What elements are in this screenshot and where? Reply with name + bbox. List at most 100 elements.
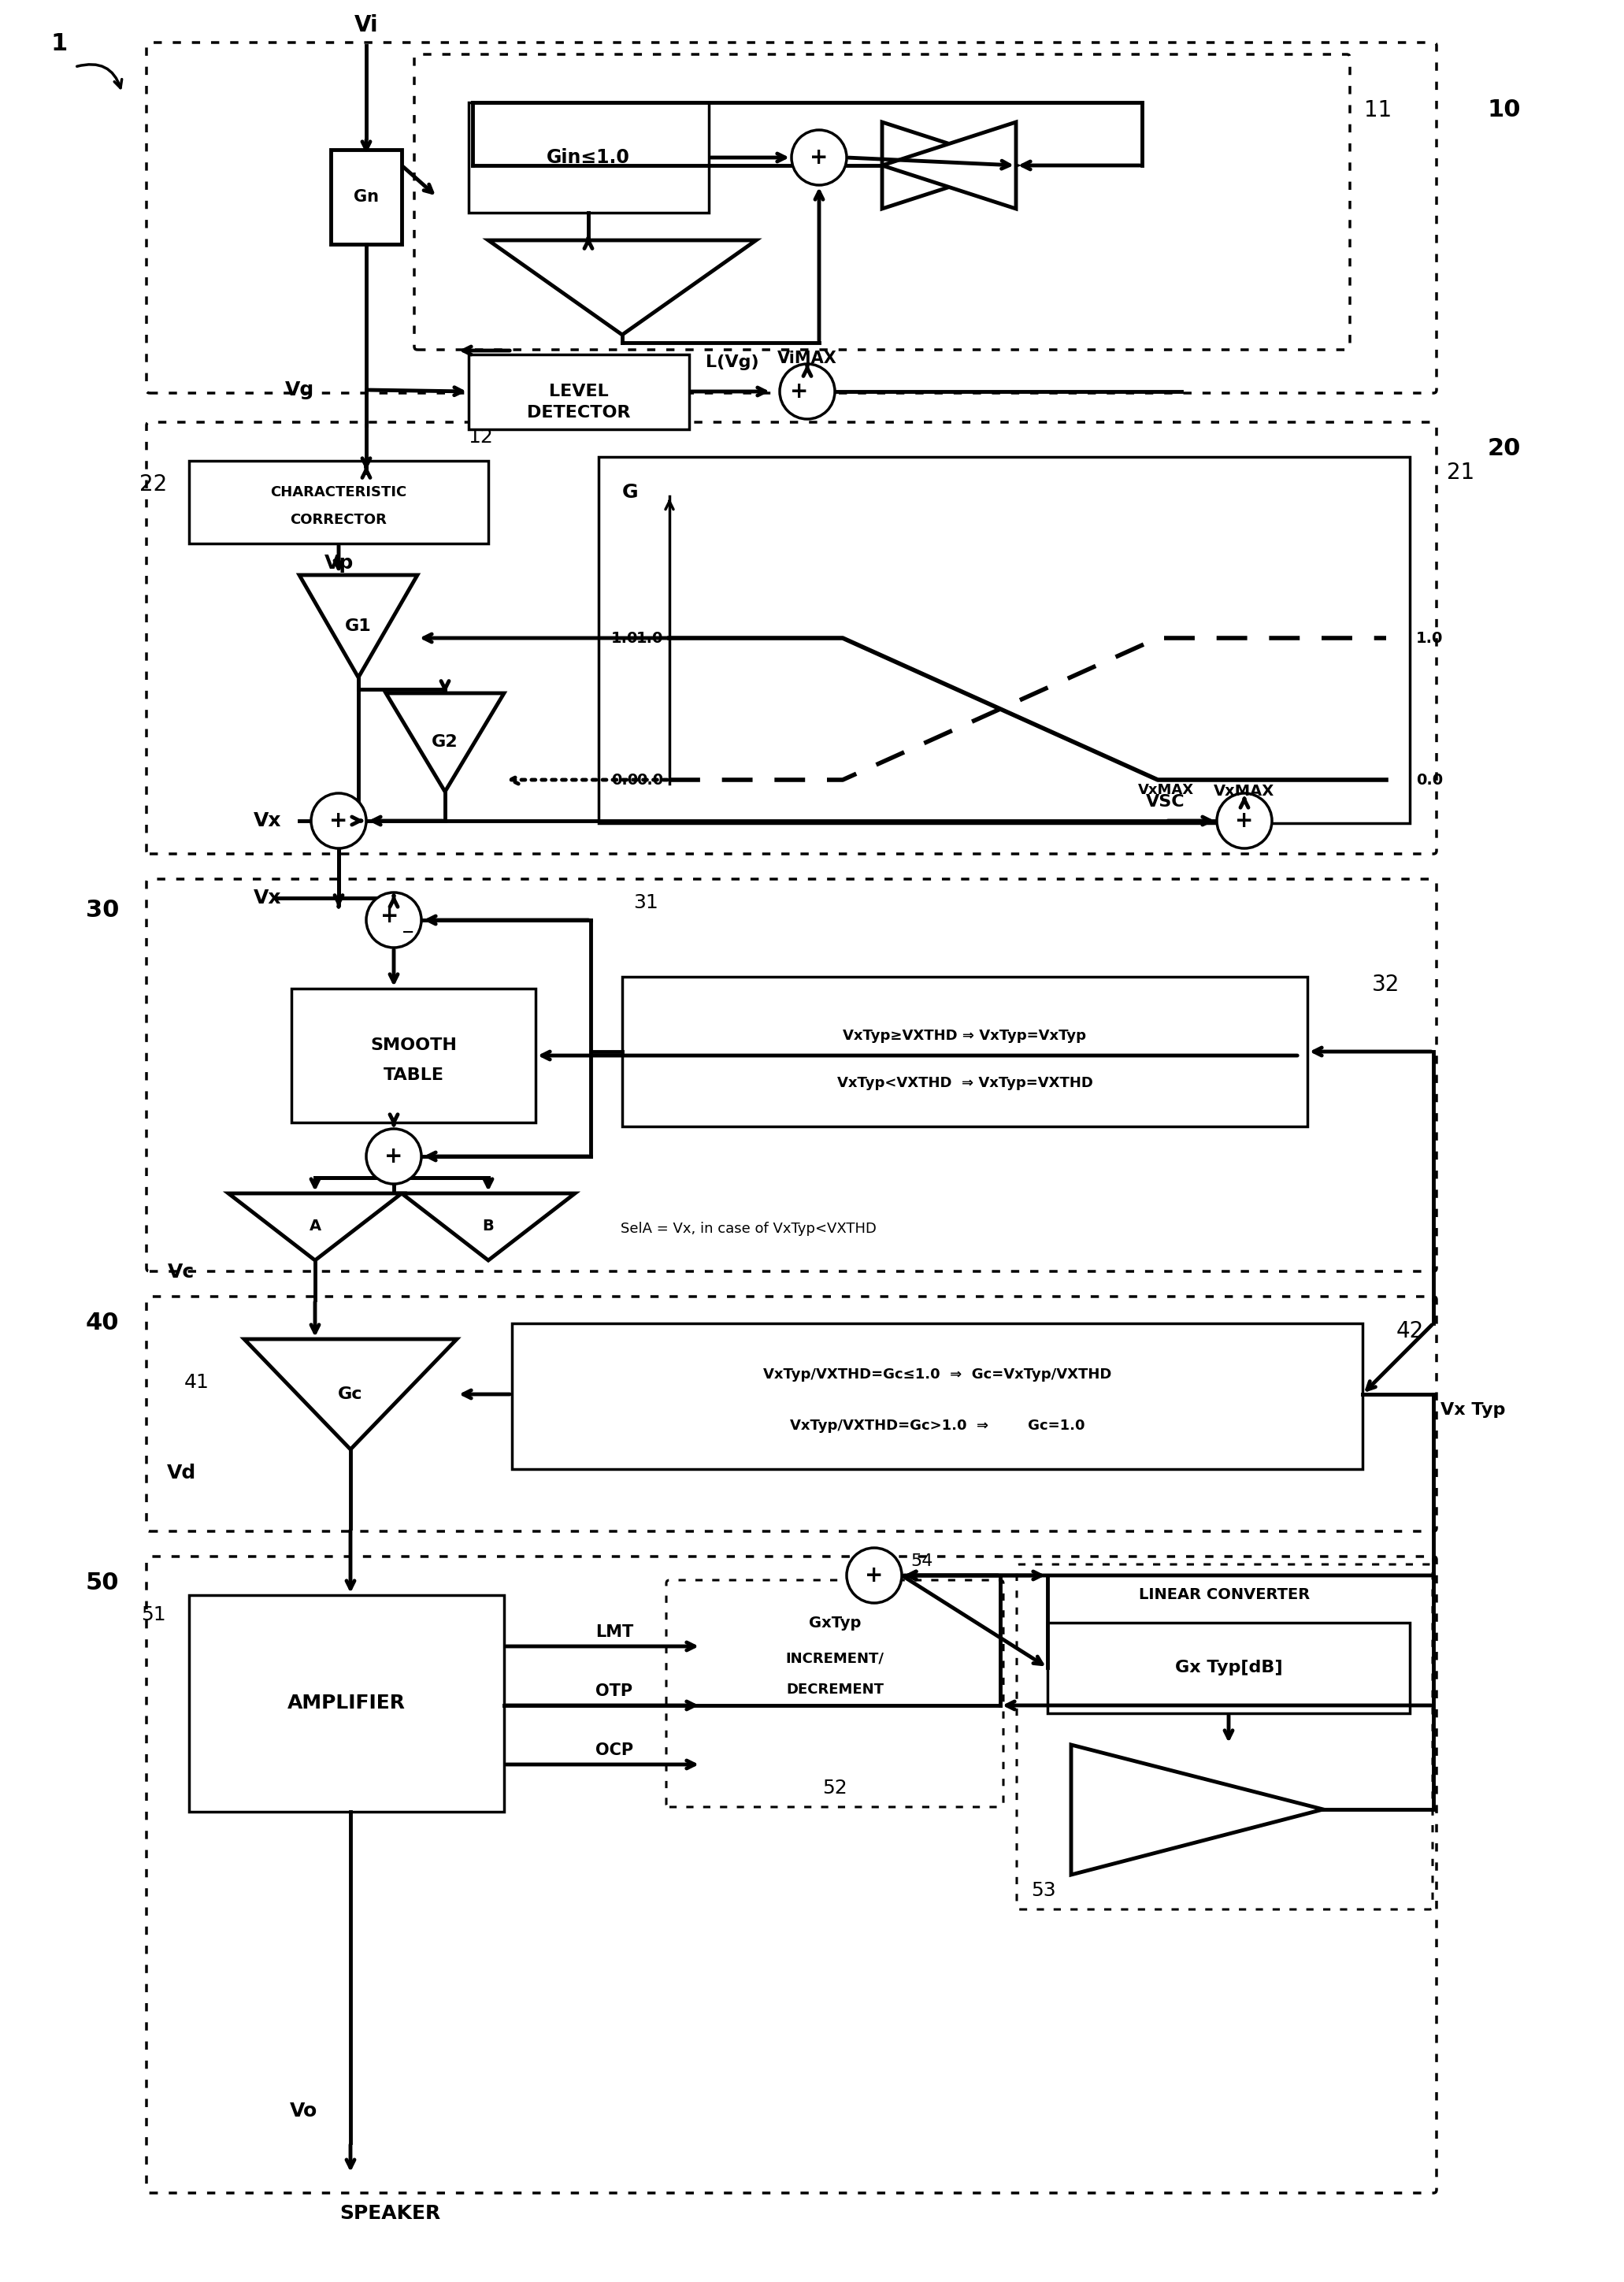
Text: −: − xyxy=(401,924,414,940)
Text: VxTyp/VXTHD=Gc>1.0  ⇒        Gc=1.0: VxTyp/VXTHD=Gc>1.0 ⇒ Gc=1.0 xyxy=(789,1419,1085,1433)
FancyBboxPatch shape xyxy=(1017,1565,1432,1910)
FancyBboxPatch shape xyxy=(146,1556,1437,2193)
Text: 53: 53 xyxy=(1031,1880,1056,1901)
Text: 42: 42 xyxy=(1397,1321,1424,1342)
Text: Vi: Vi xyxy=(354,14,378,37)
Polygon shape xyxy=(401,1193,575,1260)
Text: ViMAX: ViMAX xyxy=(778,351,836,367)
Text: Gin≤1.0: Gin≤1.0 xyxy=(547,148,630,167)
Bar xyxy=(469,354,689,429)
Bar xyxy=(622,977,1307,1127)
FancyArrowPatch shape xyxy=(76,64,122,89)
Text: 52: 52 xyxy=(822,1778,848,1798)
Polygon shape xyxy=(387,694,503,792)
Text: 10: 10 xyxy=(1488,98,1522,121)
Text: 0.0: 0.0 xyxy=(1416,771,1444,787)
Text: 32: 32 xyxy=(1372,974,1400,995)
Text: 31: 31 xyxy=(633,892,658,913)
Text: Vx: Vx xyxy=(253,812,281,831)
Polygon shape xyxy=(244,1340,456,1449)
Text: 50: 50 xyxy=(86,1572,119,1595)
Text: 1.0: 1.0 xyxy=(637,630,663,646)
Text: 0.0: 0.0 xyxy=(611,771,638,787)
Text: 41: 41 xyxy=(185,1374,209,1392)
Text: VSC: VSC xyxy=(1147,794,1186,810)
Text: Vc: Vc xyxy=(167,1262,195,1282)
Text: +: + xyxy=(380,906,400,926)
Text: Gx Typ[dB]: Gx Typ[dB] xyxy=(1174,1659,1283,1675)
Text: G: G xyxy=(622,484,638,502)
Bar xyxy=(188,1595,503,1812)
Text: DETECTOR: DETECTOR xyxy=(528,404,630,420)
Text: 40: 40 xyxy=(86,1312,119,1335)
Text: 0.0: 0.0 xyxy=(637,771,663,787)
Text: VxMAX: VxMAX xyxy=(1138,783,1194,796)
Polygon shape xyxy=(489,240,757,335)
Text: 54: 54 xyxy=(911,1554,932,1570)
Text: 51: 51 xyxy=(141,1604,166,1625)
Polygon shape xyxy=(1072,1746,1324,1876)
Circle shape xyxy=(791,130,846,185)
Text: +: + xyxy=(866,1565,883,1586)
FancyBboxPatch shape xyxy=(146,422,1437,853)
Polygon shape xyxy=(229,1193,401,1260)
Text: 20: 20 xyxy=(1488,438,1522,461)
Text: +: + xyxy=(810,146,828,169)
Text: Vo: Vo xyxy=(289,2102,317,2120)
Text: 1.0: 1.0 xyxy=(1416,630,1444,646)
Circle shape xyxy=(846,1547,901,1602)
Bar xyxy=(188,461,489,543)
FancyBboxPatch shape xyxy=(146,879,1437,1271)
Text: DECREMENT: DECREMENT xyxy=(786,1682,883,1698)
Text: L(Vg): L(Vg) xyxy=(706,354,758,370)
Text: +: + xyxy=(791,381,809,402)
Text: LINEAR CONVERTER: LINEAR CONVERTER xyxy=(1138,1588,1311,1602)
Text: 1.0: 1.0 xyxy=(611,630,638,646)
Bar xyxy=(331,151,401,244)
Text: 22: 22 xyxy=(140,472,167,495)
Text: Gc: Gc xyxy=(338,1387,362,1401)
Text: CHARACTERISTIC: CHARACTERISTIC xyxy=(271,486,408,500)
Text: G1: G1 xyxy=(344,618,372,634)
Text: +: + xyxy=(1236,810,1254,833)
Text: INCREMENT/: INCREMENT/ xyxy=(786,1652,883,1666)
Text: SPEAKER: SPEAKER xyxy=(339,2204,440,2223)
Text: VxTyp<VXTHD  ⇒ VxTyp=VXTHD: VxTyp<VXTHD ⇒ VxTyp=VXTHD xyxy=(836,1077,1093,1091)
Text: Gn: Gn xyxy=(354,189,378,205)
FancyBboxPatch shape xyxy=(146,43,1437,393)
Text: G2: G2 xyxy=(432,735,458,751)
Circle shape xyxy=(780,363,835,420)
Text: SelA = Vx, in case of VxTyp<VXTHD: SelA = Vx, in case of VxTyp<VXTHD xyxy=(620,1221,875,1237)
Circle shape xyxy=(367,1130,421,1184)
Text: CORRECTOR: CORRECTOR xyxy=(291,513,387,527)
Polygon shape xyxy=(299,575,417,678)
Text: Vx: Vx xyxy=(253,888,281,908)
Circle shape xyxy=(312,794,367,849)
Polygon shape xyxy=(882,123,1017,208)
Text: 12: 12 xyxy=(468,427,494,447)
Text: 11: 11 xyxy=(1364,98,1392,121)
Text: GxTyp: GxTyp xyxy=(809,1616,861,1629)
Text: OCP: OCP xyxy=(596,1743,633,1757)
Bar xyxy=(469,103,708,212)
Text: +: + xyxy=(330,810,348,833)
Text: 21: 21 xyxy=(1447,461,1475,484)
Text: LEVEL: LEVEL xyxy=(549,383,609,399)
Bar xyxy=(291,988,536,1123)
Bar xyxy=(512,1324,1363,1470)
Bar xyxy=(1047,1623,1410,1714)
Text: AMPLIFIER: AMPLIFIER xyxy=(287,1693,406,1712)
Text: Vd: Vd xyxy=(167,1463,197,1483)
FancyBboxPatch shape xyxy=(666,1579,1004,1807)
FancyBboxPatch shape xyxy=(414,55,1350,349)
Bar xyxy=(599,456,1410,824)
Text: VxTyp/VXTHD=Gc≤1.0  ⇒  Gc=VxTyp/VXTHD: VxTyp/VXTHD=Gc≤1.0 ⇒ Gc=VxTyp/VXTHD xyxy=(763,1367,1111,1381)
Text: Vg: Vg xyxy=(284,381,313,399)
Text: B: B xyxy=(482,1219,494,1235)
Polygon shape xyxy=(882,123,1017,208)
Text: TABLE: TABLE xyxy=(383,1068,443,1084)
Text: A: A xyxy=(309,1219,322,1235)
FancyBboxPatch shape xyxy=(146,1296,1437,1531)
Text: VxMAX: VxMAX xyxy=(1215,785,1275,799)
Text: +: + xyxy=(385,1146,403,1168)
